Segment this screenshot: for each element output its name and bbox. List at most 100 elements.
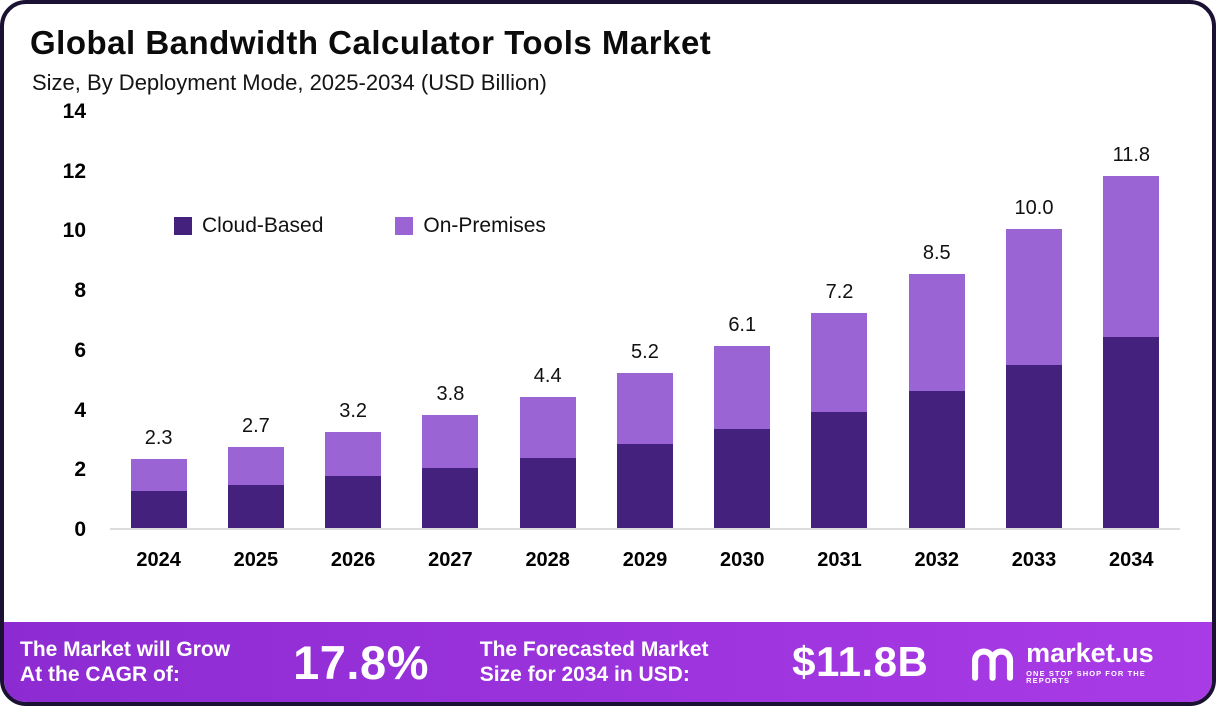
x-axis-label: 2034 bbox=[1109, 549, 1154, 571]
x-axis-label: 2032 bbox=[914, 549, 960, 571]
bar-group: 6.1 2030 bbox=[694, 112, 791, 571]
segment-cloud-based bbox=[1103, 336, 1160, 528]
x-axis-label: 2024 bbox=[136, 549, 181, 571]
y-axis-label: 4 bbox=[74, 398, 86, 422]
segment-on-premises bbox=[1103, 175, 1160, 337]
stacked-bar bbox=[714, 345, 771, 528]
stacked-bar bbox=[227, 447, 284, 528]
legend: Cloud-Based On-Premises bbox=[174, 214, 546, 238]
segment-on-premises bbox=[714, 345, 771, 430]
stacked-bar bbox=[616, 372, 673, 528]
segment-on-premises bbox=[325, 432, 382, 476]
page-subtitle: Size, By Deployment Mode, 2025-2034 (USD… bbox=[32, 70, 547, 95]
footer-banner: The Market will Grow At the CAGR of: 17.… bbox=[4, 622, 1212, 702]
x-axis-label: 2030 bbox=[719, 549, 765, 571]
x-axis-label: 2025 bbox=[233, 549, 279, 571]
segment-on-premises bbox=[422, 414, 479, 469]
legend-label-on-premises: On-Premises bbox=[423, 214, 546, 237]
stacked-bar bbox=[130, 459, 187, 528]
y-axis-label: 6 bbox=[74, 338, 86, 362]
plot-area: Cloud-Based On-Premises 2.3 2024 2.7 2025 3.… bbox=[110, 112, 1180, 571]
bar-group: 2.7 2025 bbox=[207, 112, 304, 571]
x-axis-label: 2033 bbox=[1011, 549, 1057, 571]
y-axis-label: 10 bbox=[62, 219, 86, 243]
segment-on-premises bbox=[1006, 229, 1063, 366]
bars: 2.3 2024 2.7 2025 3.2 2026 3.8 2027 4.4 2028 5.2 20… bbox=[110, 112, 1180, 571]
bar-group: 3.8 2027 bbox=[402, 112, 499, 571]
market-us-logo-icon bbox=[972, 648, 1014, 681]
segment-cloud-based bbox=[519, 457, 576, 528]
segment-cloud-based bbox=[227, 484, 284, 528]
bar-group: 10.0 2033 bbox=[985, 112, 1082, 571]
bar-value-label: 2.3 bbox=[144, 427, 173, 450]
legend-label-cloud-based: Cloud-Based bbox=[202, 214, 324, 237]
legend-swatch-cloud-based bbox=[174, 217, 192, 235]
bar-group: 8.5 2032 bbox=[888, 112, 985, 571]
bar-value-label: 2.7 bbox=[241, 415, 270, 438]
cagr-label-line1: The Market will Grow bbox=[20, 637, 231, 661]
chart-section: Global Bandwidth Calculator Tools Market… bbox=[4, 4, 1212, 622]
segment-cloud-based bbox=[908, 390, 965, 528]
brand-tagline: ONE STOP SHOP FOR THE REPORTS bbox=[1026, 668, 1146, 685]
bar-value-label: 3.8 bbox=[436, 382, 465, 405]
bar-group: 5.2 2029 bbox=[596, 112, 693, 571]
stacked-bar bbox=[1006, 229, 1063, 528]
y-axis-label: 12 bbox=[62, 159, 86, 183]
segment-on-premises bbox=[811, 313, 868, 412]
stacked-bar bbox=[422, 414, 479, 528]
x-axis-label: 2027 bbox=[428, 549, 473, 571]
chart: 0 2 4 6 8 10 12 14 Cloud-Based On-Premises 2.3 2… bbox=[30, 100, 1186, 586]
segment-cloud-based bbox=[422, 468, 479, 528]
forecast-label: The Forecasted Market Size for 2034 in U… bbox=[480, 637, 792, 687]
segment-on-premises bbox=[227, 447, 284, 485]
bar-value-label: 8.5 bbox=[922, 242, 951, 265]
stacked-bar bbox=[325, 432, 382, 528]
y-axis-label: 14 bbox=[62, 100, 86, 123]
forecast-label-line2: Size for 2034 in USD: bbox=[479, 663, 690, 686]
brand-name: market.us bbox=[1026, 637, 1154, 668]
segment-cloud-based bbox=[616, 444, 673, 528]
segment-cloud-based bbox=[1006, 365, 1063, 528]
bar-group: 7.2 2031 bbox=[791, 112, 888, 571]
bar-value-label: 10.0 bbox=[1014, 197, 1054, 220]
bar-group: 3.2 2026 bbox=[305, 112, 402, 571]
segment-on-premises bbox=[130, 459, 187, 491]
bar-group: 2.3 2024 bbox=[110, 112, 207, 571]
legend-item-cloud-based: Cloud-Based bbox=[174, 214, 323, 238]
bar-value-label: 6.1 bbox=[728, 313, 757, 336]
stacked-bar bbox=[908, 274, 965, 528]
bar-value-label: 11.8 bbox=[1112, 143, 1151, 166]
y-axis-label: 2 bbox=[74, 458, 86, 482]
forecast-value: $11.8B bbox=[792, 638, 929, 685]
y-axis: 0 2 4 6 8 10 12 14 bbox=[30, 100, 102, 541]
bar-group: 4.4 2028 bbox=[499, 112, 596, 571]
cagr-value: 17.8% bbox=[293, 635, 429, 689]
bar-value-label: 7.2 bbox=[825, 281, 854, 304]
segment-cloud-based bbox=[325, 475, 382, 528]
segment-on-premises bbox=[908, 274, 965, 391]
bar-value-label: 4.4 bbox=[533, 364, 562, 387]
x-axis-label: 2029 bbox=[622, 549, 668, 571]
segment-on-premises bbox=[616, 372, 673, 445]
cagr-label: The Market will Grow At the CAGR of: bbox=[20, 637, 293, 687]
segment-on-premises bbox=[519, 396, 576, 458]
brand: market.us ONE STOP SHOP FOR THE REPORTS bbox=[969, 637, 1196, 685]
stacked-bar bbox=[1103, 175, 1160, 528]
y-axis-label: 0 bbox=[74, 518, 86, 541]
brand-text: market.us ONE STOP SHOP FOR THE REPORTS bbox=[1026, 637, 1190, 685]
legend-swatch-on-premises bbox=[395, 217, 414, 235]
legend-item-on-premises: On-Premises bbox=[395, 214, 546, 238]
bar-value-label: 5.2 bbox=[631, 340, 659, 363]
x-axis-label: 2031 bbox=[817, 549, 862, 571]
stacked-bar bbox=[519, 396, 576, 528]
x-axis-label: 2026 bbox=[330, 549, 376, 571]
x-axis-label: 2028 bbox=[525, 549, 570, 571]
forecast-label-line1: The Forecasted Market bbox=[479, 637, 709, 661]
y-axis-label: 8 bbox=[74, 279, 86, 303]
bar-group: 11.8 2034 bbox=[1083, 112, 1180, 571]
stacked-bar bbox=[811, 313, 868, 528]
segment-cloud-based bbox=[130, 490, 187, 528]
segment-cloud-based bbox=[714, 429, 771, 528]
bar-value-label: 3.2 bbox=[339, 400, 368, 423]
